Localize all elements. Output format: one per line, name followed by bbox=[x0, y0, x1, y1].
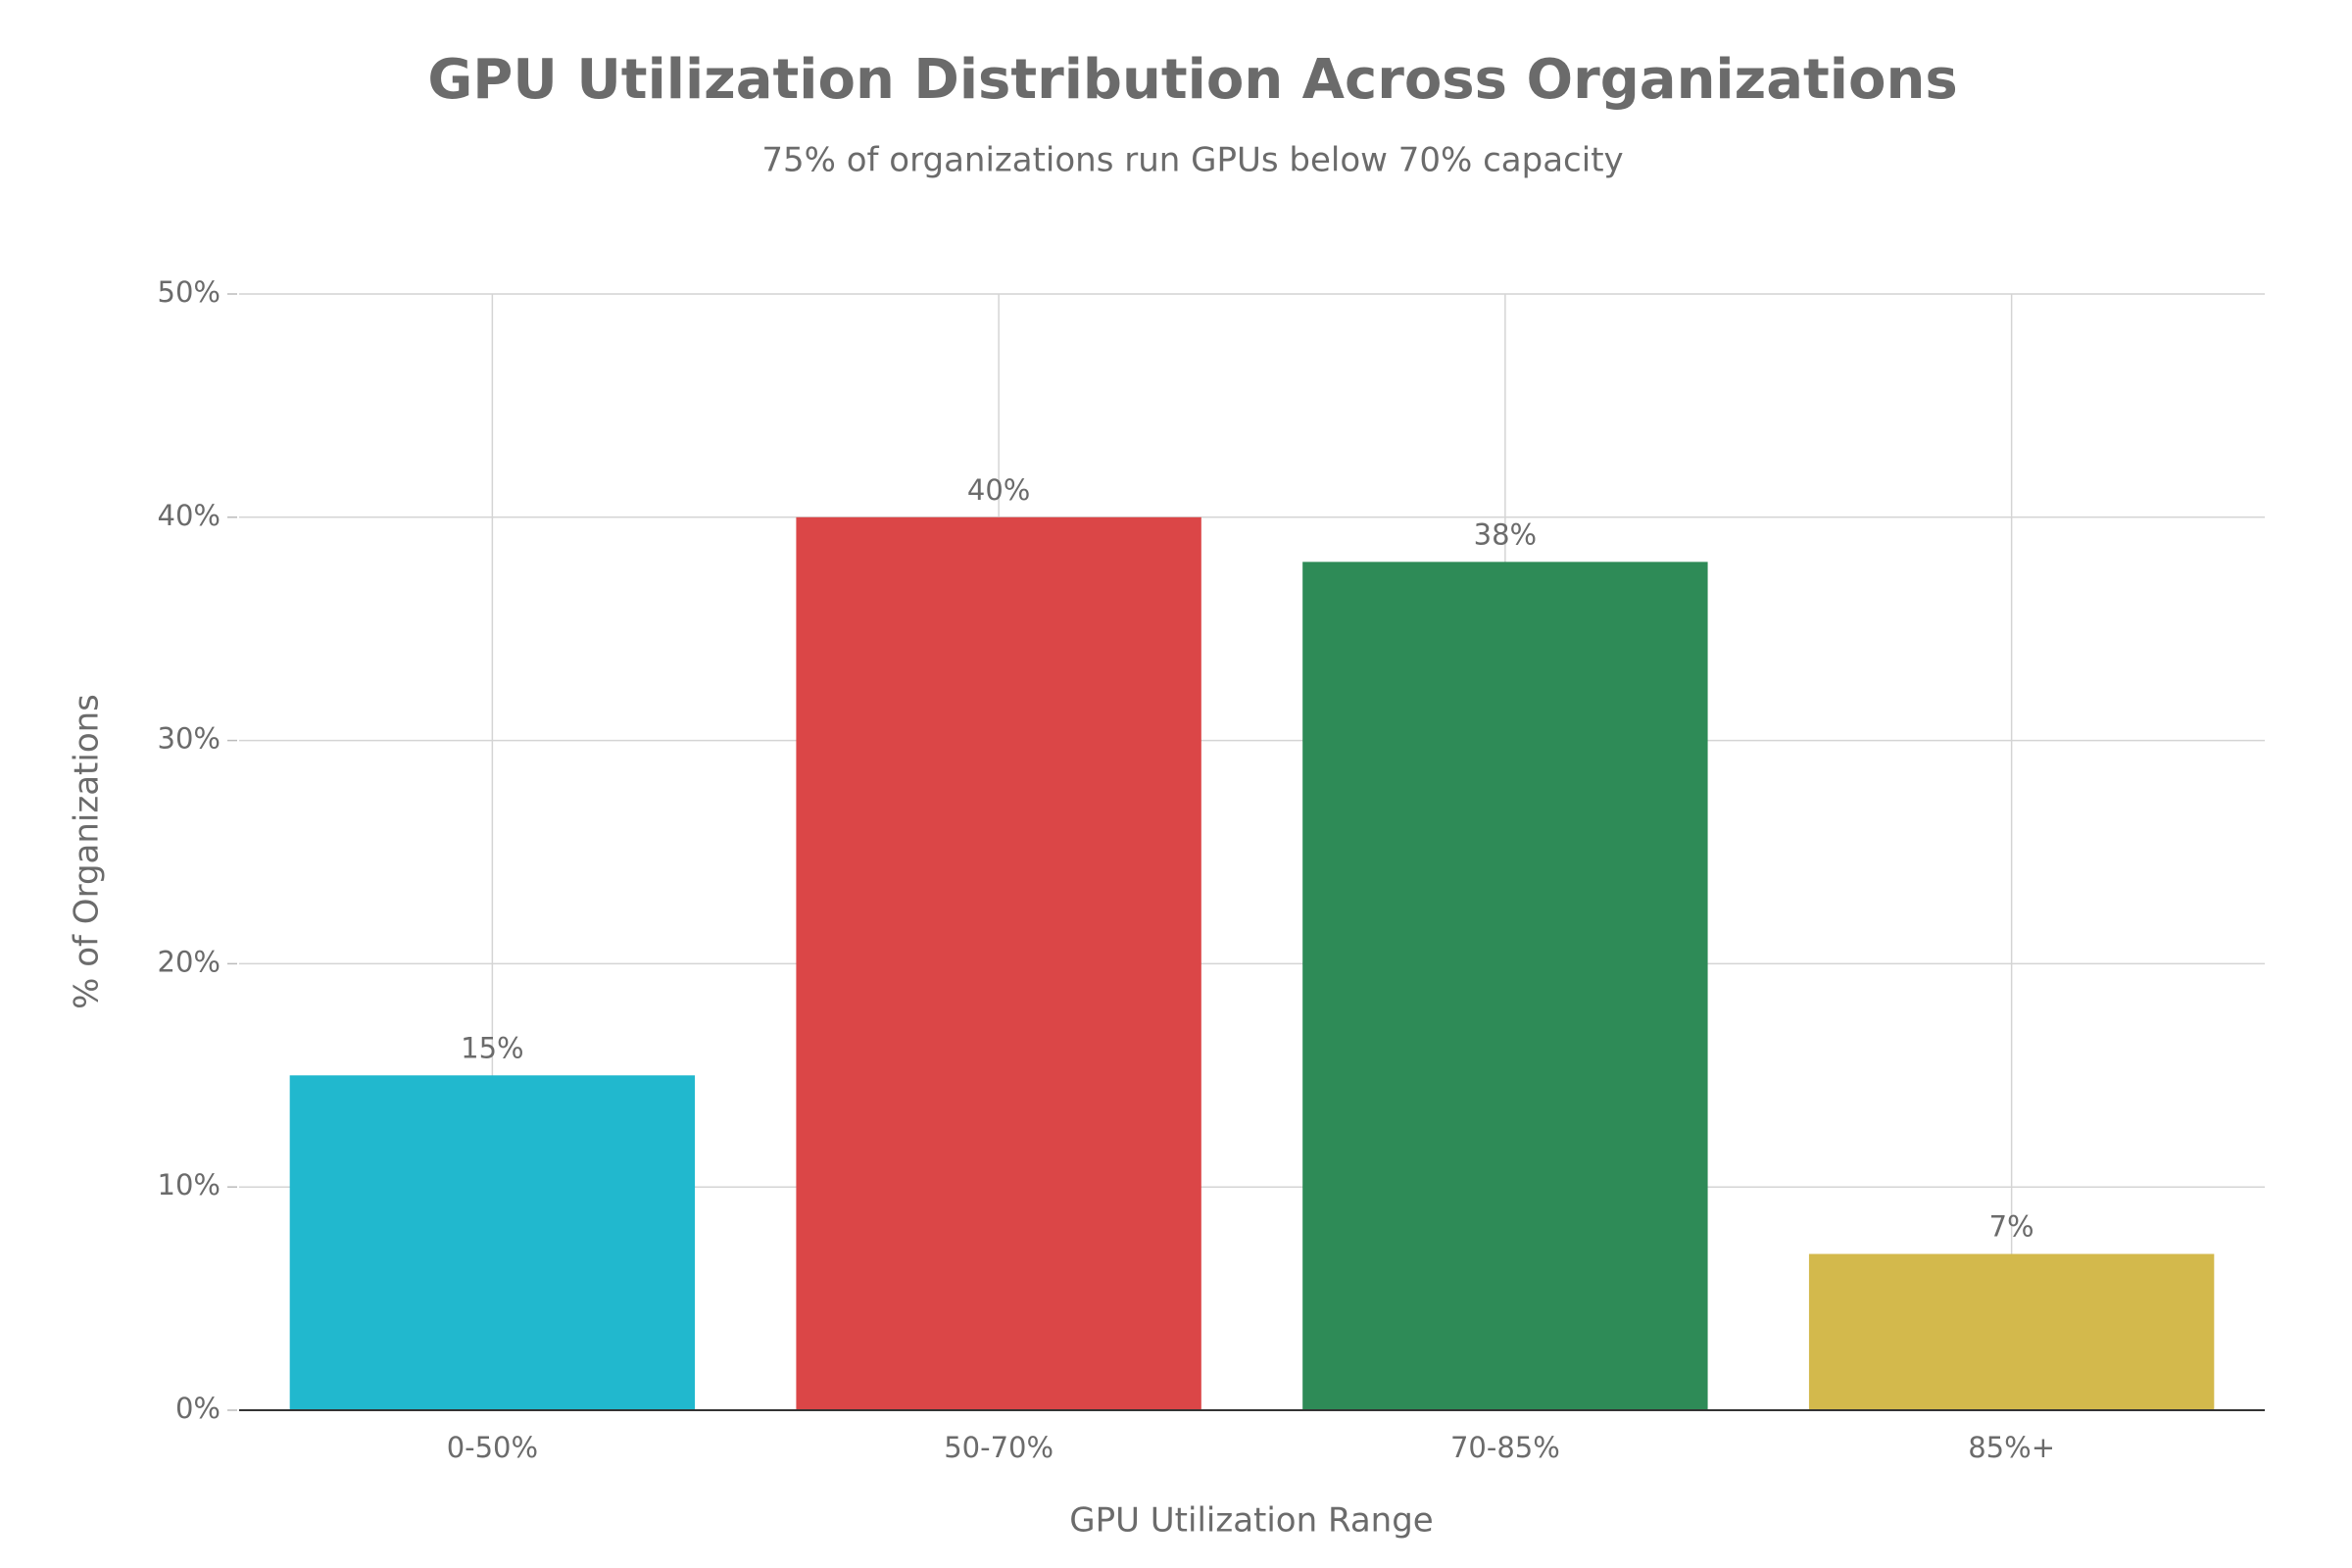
bar bbox=[796, 516, 1201, 1410]
y-axis-title: % of Organizations bbox=[68, 694, 107, 1009]
y-tick-label: 10% bbox=[158, 1168, 220, 1201]
x-tick-label: 85%+ bbox=[1968, 1431, 2055, 1464]
bar bbox=[289, 1075, 696, 1410]
x-tick-label: 70-85% bbox=[1450, 1431, 1560, 1464]
y-tick-label: 20% bbox=[158, 945, 220, 978]
data-label: 38% bbox=[1474, 517, 1537, 551]
data-label: 40% bbox=[967, 473, 1030, 507]
bar bbox=[1302, 562, 1708, 1410]
chart-subtitle: 75% of organizations run GPUs below 70% … bbox=[761, 141, 1623, 180]
y-tick-label: 0% bbox=[175, 1392, 220, 1425]
x-axis-title: GPU Utilization Range bbox=[1069, 1501, 1433, 1541]
data-label: 7% bbox=[1989, 1210, 2034, 1244]
bar bbox=[1808, 1253, 2215, 1410]
chart-title: GPU Utilization Distribution Across Orga… bbox=[427, 48, 1957, 112]
y-tick-label: 30% bbox=[158, 722, 220, 756]
y-tick-label: 40% bbox=[158, 499, 220, 532]
y-tick-label: 50% bbox=[158, 275, 220, 309]
data-label: 15% bbox=[461, 1031, 523, 1064]
x-tick-label: 0-50% bbox=[447, 1431, 538, 1464]
x-tick-label: 50-70% bbox=[944, 1431, 1054, 1464]
